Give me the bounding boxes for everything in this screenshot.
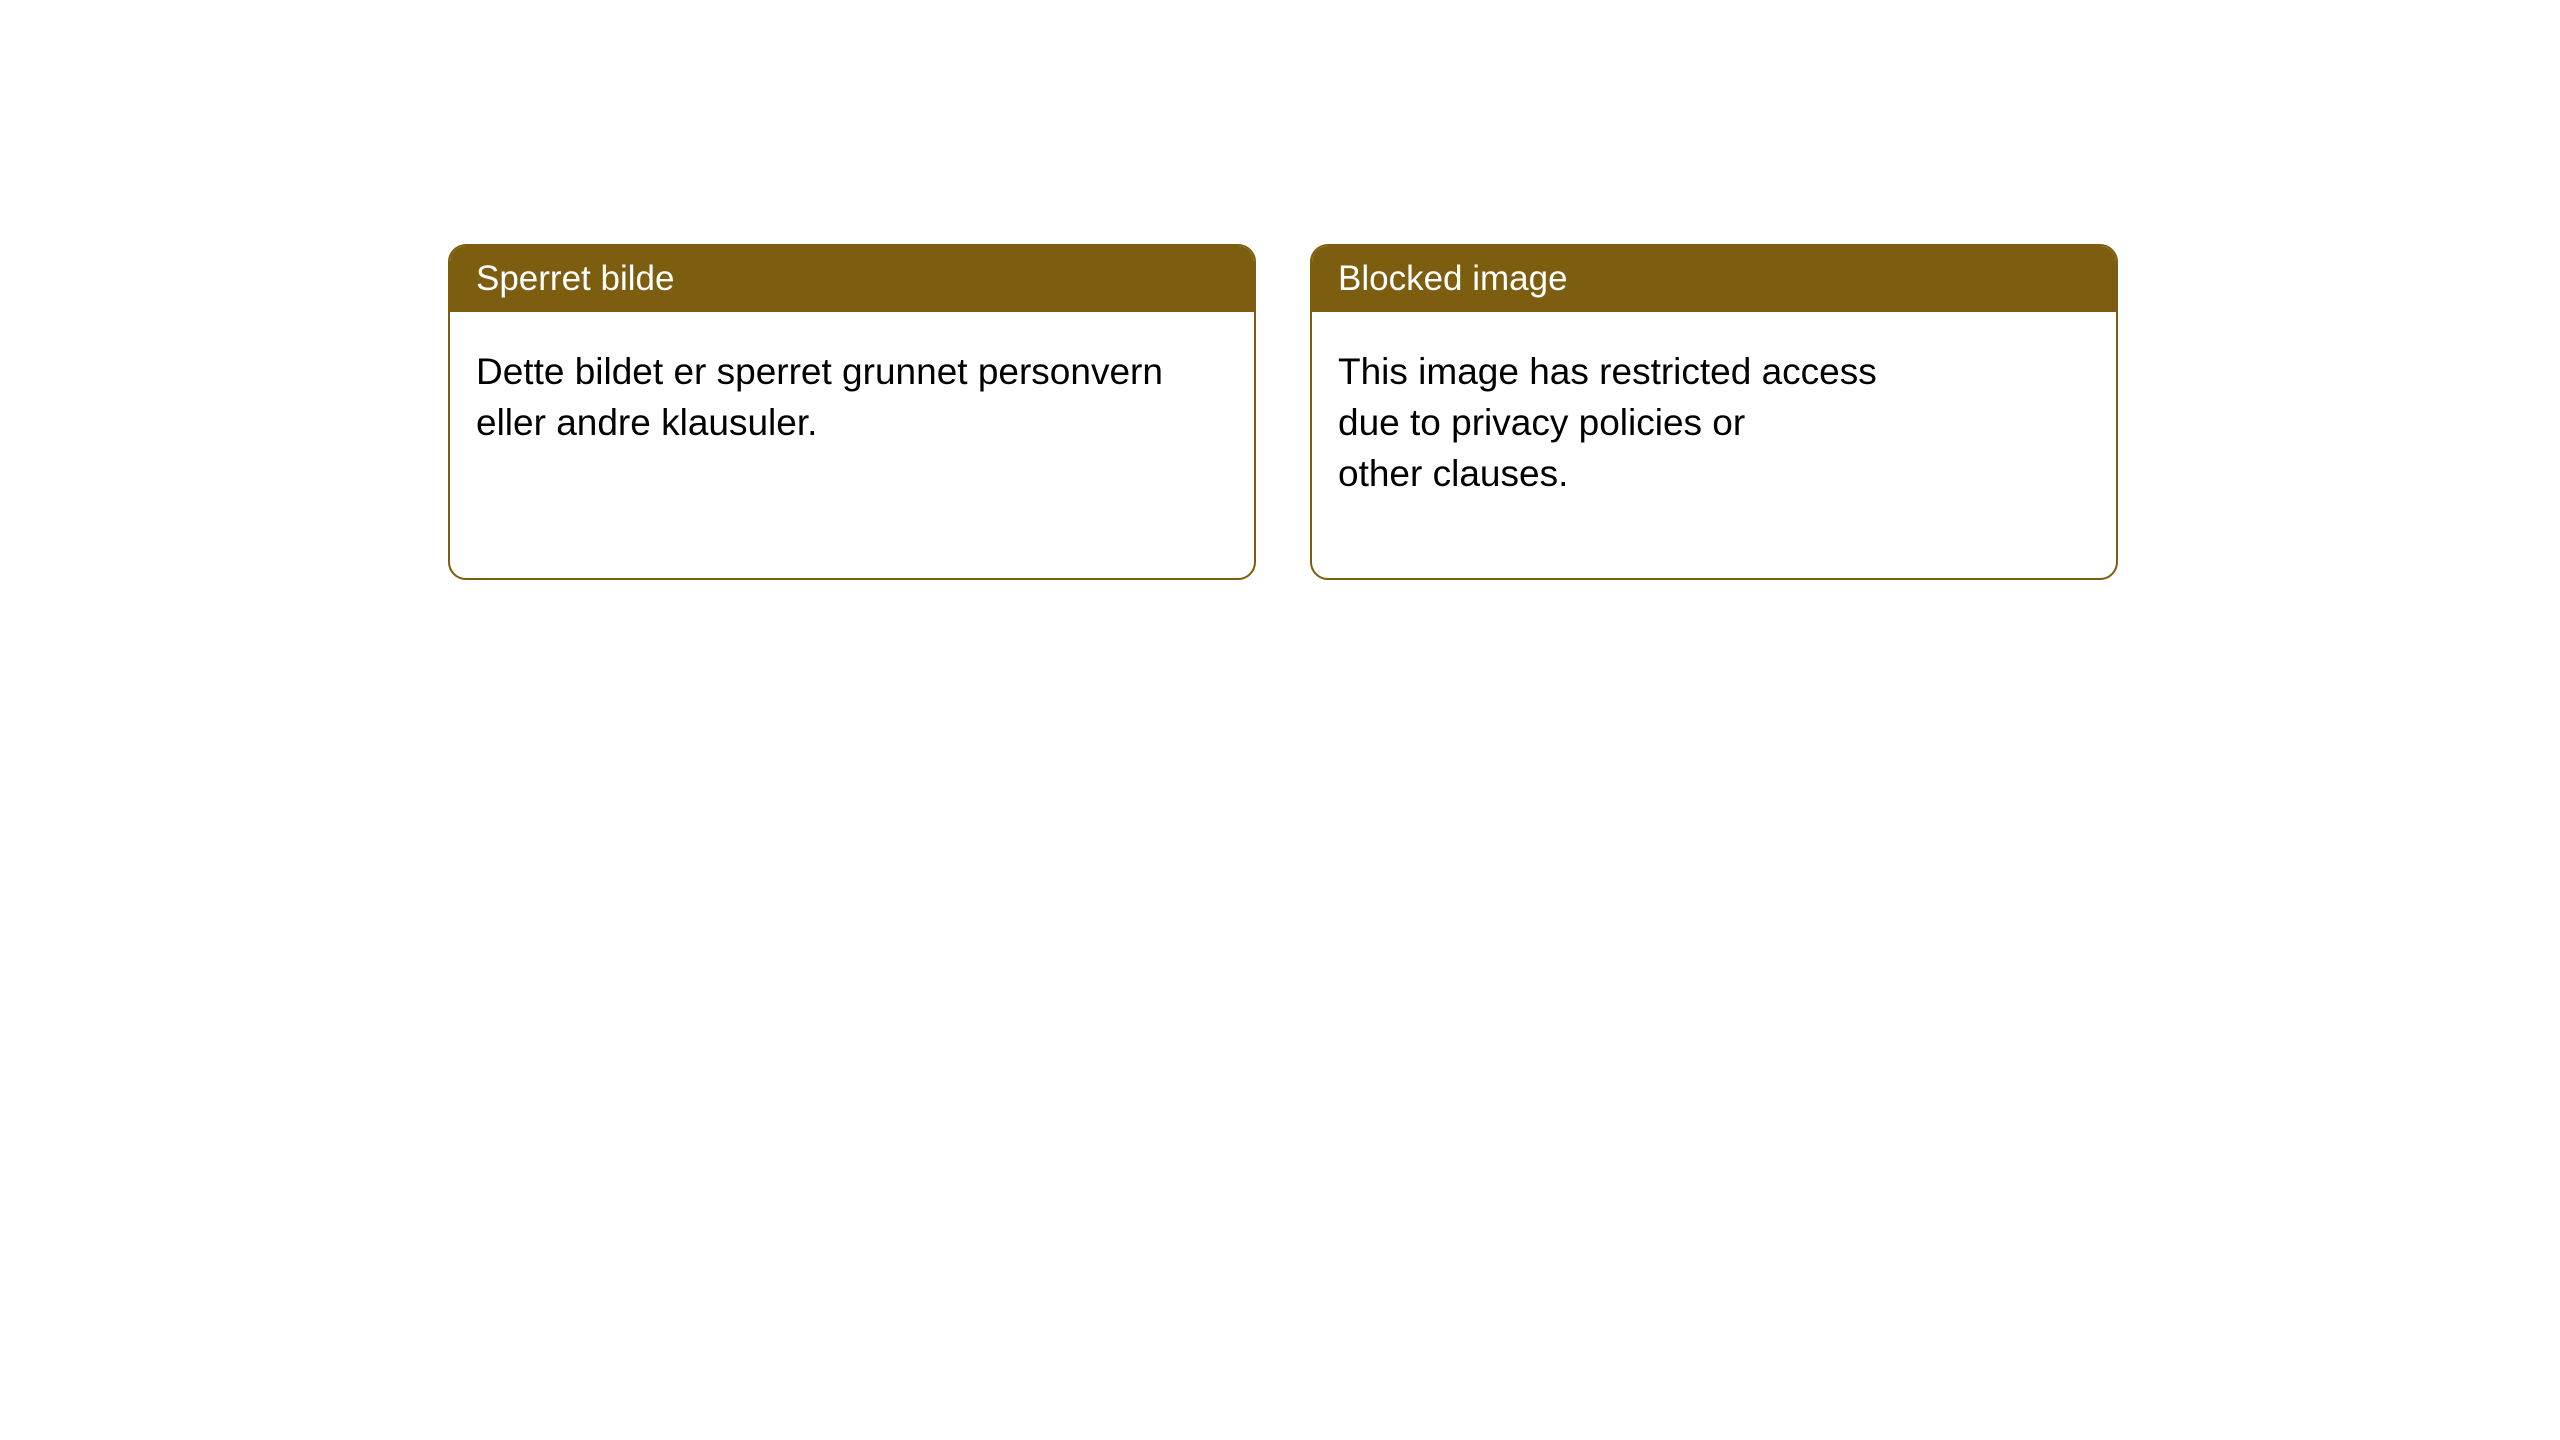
blocked-image-card-no: Sperret bilde Dette bildet er sperret gr… — [448, 244, 1256, 580]
blocked-image-card-en: Blocked image This image has restricted … — [1310, 244, 2118, 580]
card-body-no: Dette bildet er sperret grunnet personve… — [450, 312, 1254, 482]
card-body-en: This image has restricted access due to … — [1312, 312, 2116, 533]
card-title-no: Sperret bilde — [450, 246, 1254, 312]
card-title-en: Blocked image — [1312, 246, 2116, 312]
notice-container: Sperret bilde Dette bildet er sperret gr… — [0, 0, 2560, 580]
